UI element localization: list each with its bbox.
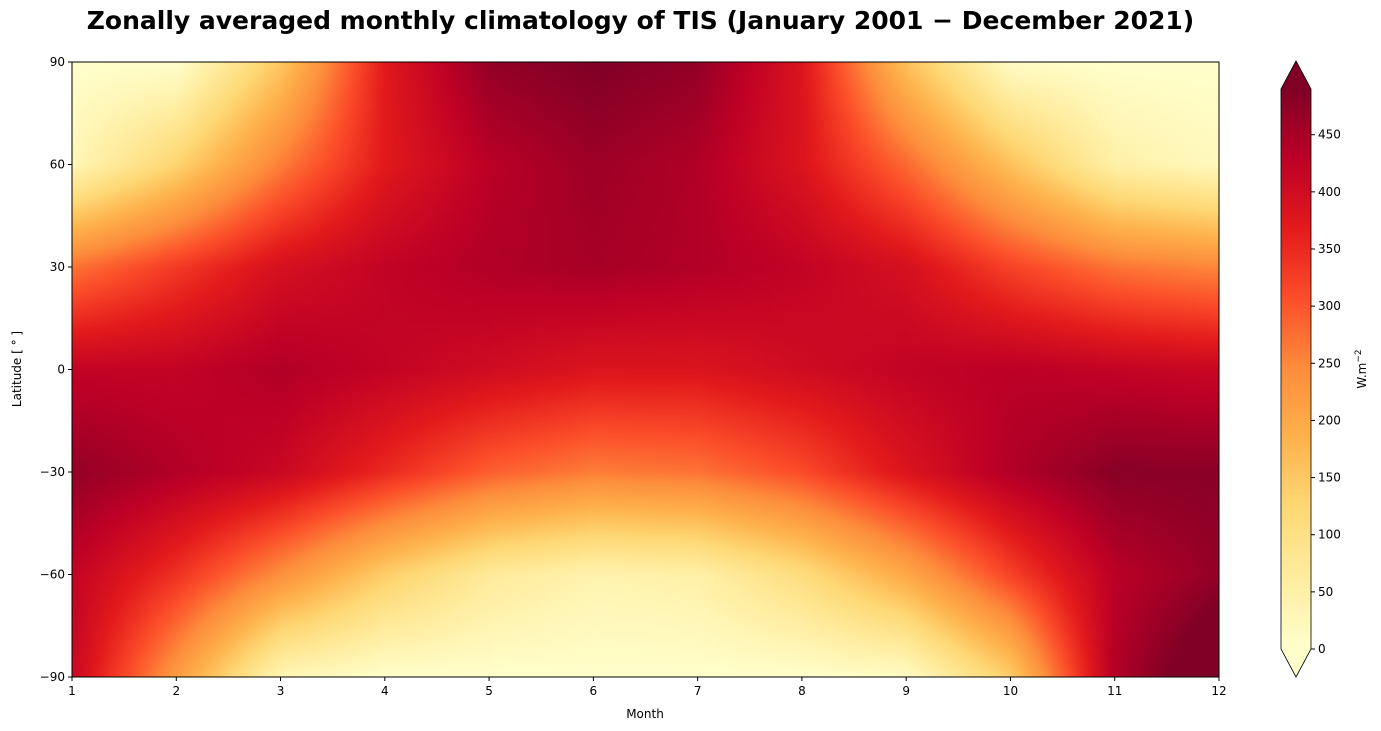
colorbar-tick-label: 0: [1318, 642, 1326, 656]
colorbar-tick-label: 50: [1318, 585, 1333, 599]
colorbar-extend-min: [1281, 649, 1311, 677]
x-tick-label: 4: [381, 684, 389, 698]
colorbar-label-unit: W.m: [1355, 363, 1369, 389]
colorbar-tick-label: 200: [1318, 413, 1341, 427]
heatmap-field: [72, 62, 1219, 677]
y-tick-label: −30: [40, 465, 65, 479]
chart-title: Zonally averaged monthly climatology of …: [86, 6, 1195, 35]
colorbar-tick-label: 300: [1318, 299, 1341, 313]
x-tick-label: 2: [172, 684, 180, 698]
x-axis-label: Month: [626, 707, 664, 721]
x-axis: 1 2 3 4 5 6 7 8 9 10 11 12: [68, 677, 1227, 698]
colorbar-tick-label: 450: [1318, 128, 1341, 142]
x-tick-label: 7: [694, 684, 702, 698]
colorbar-tick-label: 150: [1318, 471, 1341, 485]
x-tick-label: 8: [798, 684, 806, 698]
colorbar-tick-label: 400: [1318, 185, 1341, 199]
y-tick-label: −60: [40, 568, 65, 582]
x-tick-label: 9: [902, 684, 910, 698]
y-tick-label: 90: [50, 55, 65, 69]
plot-area: [71, 61, 1220, 678]
y-tick-label: −90: [40, 670, 65, 684]
colorbar-tick-label: 250: [1318, 356, 1341, 370]
x-tick-label: 3: [277, 684, 285, 698]
x-tick-label: 1: [68, 684, 76, 698]
y-axis: 90 60 30 0 −30 −60 −90: [40, 55, 72, 684]
x-tick-label: 6: [590, 684, 598, 698]
y-axis-label: Latitude [ ° ]: [10, 331, 24, 407]
y-tick-label: 60: [50, 158, 65, 172]
y-tick-label: 0: [57, 363, 65, 377]
colorbar-tick-label: 350: [1318, 242, 1341, 256]
x-tick-label: 12: [1211, 684, 1226, 698]
x-tick-label: 5: [485, 684, 493, 698]
colorbar-label-exponent: −2: [1354, 349, 1364, 362]
x-tick-label: 10: [1003, 684, 1018, 698]
colorbar: 0 50 100 150 200 250 300 350 400 450: [1280, 60, 1341, 678]
colorbar-label: W.m−2: [1354, 349, 1369, 388]
colorbar-tick-label: 100: [1318, 528, 1341, 542]
y-tick-label: 30: [50, 260, 65, 274]
x-tick-label: 11: [1107, 684, 1122, 698]
colorbar-extend-max: [1281, 61, 1311, 89]
colorbar-gradient: [1281, 89, 1311, 649]
colorbar-outline: [1280, 60, 1312, 678]
